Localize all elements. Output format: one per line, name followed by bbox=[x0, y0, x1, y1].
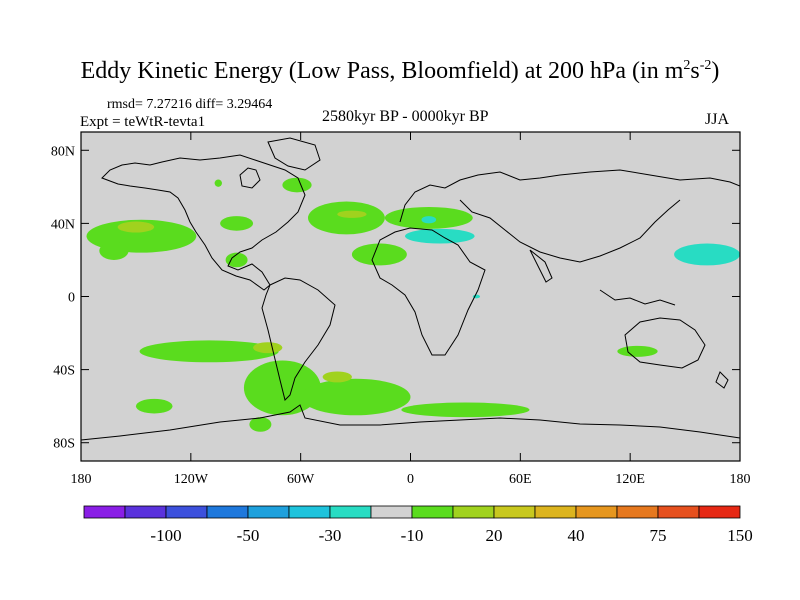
region-alaska bbox=[214, 179, 222, 187]
lon-label: 0 bbox=[407, 472, 414, 487]
period-label: 2580kyr BP - 0000kyr BP bbox=[322, 108, 489, 125]
longitude-axis: 180 120W 60W 0 60E 120E 180 bbox=[71, 132, 751, 487]
colorbar-label: -30 bbox=[319, 526, 342, 545]
region-south-atlantic-core bbox=[322, 371, 352, 383]
colorbar-box bbox=[83, 505, 126, 519]
colorbar-box bbox=[698, 505, 741, 519]
coastlines bbox=[81, 137, 740, 441]
lat-label: 0 bbox=[68, 291, 75, 306]
region-pacific-neg bbox=[674, 243, 740, 266]
region-south-pacific-core bbox=[253, 342, 283, 354]
lon-label: 180 bbox=[730, 472, 751, 487]
region-central-pacific bbox=[99, 241, 129, 260]
anomaly-regions bbox=[86, 177, 740, 432]
region-north-atlantic bbox=[307, 201, 385, 235]
colorbar: -100 -50 -30 -10 20 40 75 150 bbox=[83, 505, 753, 545]
lon-label: 180 bbox=[71, 472, 92, 487]
lon-label: 120E bbox=[615, 472, 645, 487]
colorbar-label: -100 bbox=[150, 526, 181, 545]
colorbar-box bbox=[370, 505, 413, 519]
colorbar-label: 150 bbox=[727, 526, 753, 545]
colorbar-label: -50 bbox=[237, 526, 260, 545]
region-gulf bbox=[225, 252, 248, 268]
colorbar-box bbox=[452, 505, 495, 519]
region-north-atlantic-core bbox=[337, 210, 367, 218]
region-south-atlantic bbox=[300, 378, 411, 416]
lat-label: 80N bbox=[51, 144, 75, 159]
colorbar-box bbox=[247, 505, 290, 519]
region-north-america bbox=[220, 216, 254, 231]
region-atlantic-south bbox=[351, 243, 407, 266]
lon-label: 120W bbox=[174, 472, 209, 487]
region-australia-east bbox=[617, 345, 658, 357]
lat-label: 40N bbox=[51, 217, 75, 232]
colorbar-label: -10 bbox=[401, 526, 424, 545]
season-label: JJA bbox=[705, 111, 730, 128]
region-south-pacific-east bbox=[249, 417, 272, 432]
colorbar-box bbox=[329, 505, 372, 519]
colorbar-box bbox=[575, 505, 618, 519]
region-south-pacific-west bbox=[135, 398, 173, 414]
lon-label: 60W bbox=[287, 472, 315, 487]
colorbar-box bbox=[616, 505, 659, 519]
lat-label: 80S bbox=[53, 437, 75, 452]
lon-label: 60E bbox=[509, 472, 532, 487]
colorbar-box bbox=[657, 505, 700, 519]
colorbar-box bbox=[288, 505, 331, 519]
region-europe-neg bbox=[421, 216, 437, 224]
colorbar-label: 20 bbox=[486, 526, 503, 545]
colorbar-label: 75 bbox=[650, 526, 667, 545]
figure-title: Eddy Kinetic Energy (Low Pass, Bloomfiel… bbox=[80, 58, 720, 84]
region-south-indian bbox=[401, 402, 530, 418]
colorbar-box bbox=[411, 505, 454, 519]
stats-text: rmsd= 7.27216 diff= 3.29464 bbox=[107, 97, 273, 112]
colorbar-box bbox=[206, 505, 249, 519]
colorbar-label: 40 bbox=[568, 526, 585, 545]
region-canada bbox=[282, 177, 312, 193]
region-mediterranean-neg bbox=[405, 228, 475, 244]
lat-label: 40S bbox=[53, 364, 75, 379]
region-south-pacific-band bbox=[139, 340, 279, 363]
colorbar-box bbox=[534, 505, 577, 519]
latitude-axis: 80N 40N 0 40S 80S bbox=[51, 144, 740, 452]
experiment-label: Expt = teWtR-tevta1 bbox=[80, 114, 206, 130]
colorbar-box bbox=[493, 505, 536, 519]
region-north-pacific-core bbox=[117, 221, 155, 233]
colorbar-box bbox=[124, 505, 167, 519]
colorbar-box bbox=[165, 505, 208, 519]
